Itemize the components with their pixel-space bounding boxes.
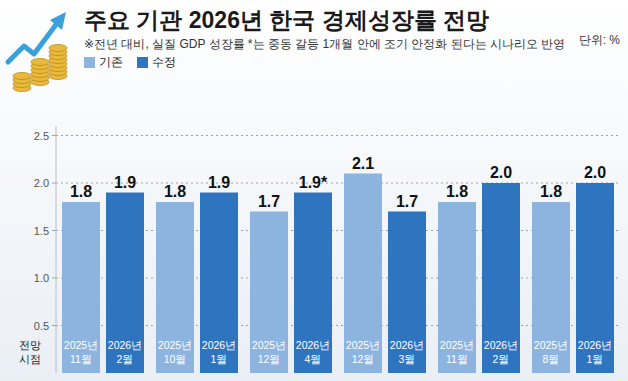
chart: 주요 기관 2026년 한국 경제성장률 전망단위: % ※전년 대비, 실질 G…	[0, 0, 628, 381]
data-label: 1.7	[396, 193, 418, 210]
legend-swatch	[137, 57, 148, 68]
data-label: 2.1	[352, 155, 374, 172]
bar	[156, 202, 194, 373]
data-label: 1.7	[258, 193, 280, 210]
data-label: 1.9*	[299, 174, 328, 191]
subtitle: ※전년 대비, 실질 GDP 성장률 *는 중동 갈등 1개월 안에 조기 안정…	[84, 37, 565, 51]
grid-line	[56, 183, 620, 184]
data-label: 1.9	[114, 174, 136, 191]
date-label: 2025년8월	[534, 339, 568, 365]
date-label: 2026년1월	[578, 339, 612, 365]
bar	[532, 202, 570, 373]
data-label: 1.8	[164, 183, 186, 200]
date-label: 2025년12월	[346, 339, 380, 365]
bar	[482, 183, 520, 373]
y-axis	[56, 126, 57, 373]
tick-label: 2.5	[34, 130, 49, 142]
grid-line	[56, 135, 620, 136]
data-label: 2.0	[490, 164, 512, 181]
labels: 1.8 2025년11월 1.8 2025년10월 1.7 2025년12월 2.1 2025…	[64, 155, 612, 366]
tick-mark	[52, 183, 56, 184]
tick-mark	[52, 278, 56, 279]
bar	[250, 212, 288, 374]
date-label: 2025년12월	[252, 339, 286, 365]
bar	[438, 202, 476, 373]
date-label: 2026년4월	[296, 339, 330, 365]
date-label: 2025년10월	[158, 339, 192, 365]
date-label: 2026년2월	[484, 339, 518, 365]
date-axis-label: 전망시점	[19, 339, 41, 365]
data-label: 1.9	[208, 174, 230, 191]
unit-label: 단위: %	[579, 33, 621, 47]
legend-label: 수정	[152, 55, 176, 69]
date-label: 2025년11월	[64, 339, 98, 365]
bar	[576, 183, 614, 373]
bar	[388, 212, 426, 374]
data-label: 2.0	[584, 164, 606, 181]
bar	[294, 193, 332, 374]
bar	[200, 193, 238, 374]
tick-mark	[52, 325, 56, 326]
tick-label: 1.0	[34, 272, 49, 284]
tick-label: 2.0	[34, 177, 49, 189]
tick-mark	[52, 135, 56, 136]
background	[0, 0, 628, 381]
legend-swatch	[84, 57, 95, 68]
date-label: 2026년2월	[108, 339, 142, 365]
icon	[8, 12, 67, 92]
tick-mark	[52, 230, 56, 231]
date-label: 2026년1월	[202, 339, 236, 365]
title: 주요 기관 2026년 한국 경제성장률 전망	[84, 7, 489, 33]
date-label: 2025년11월	[440, 339, 474, 365]
legend-label: 기존	[99, 55, 123, 69]
bars	[62, 174, 614, 374]
data-label: 1.8	[446, 183, 468, 200]
data-label: 1.8	[70, 183, 92, 200]
bar	[106, 193, 144, 374]
bar	[62, 202, 100, 373]
tick-label: 1.5	[34, 225, 49, 237]
tick-label: 0.5	[34, 320, 49, 332]
bar	[344, 174, 382, 374]
date-label: 2026년3월	[390, 339, 424, 365]
data-label: 1.8	[540, 183, 562, 200]
